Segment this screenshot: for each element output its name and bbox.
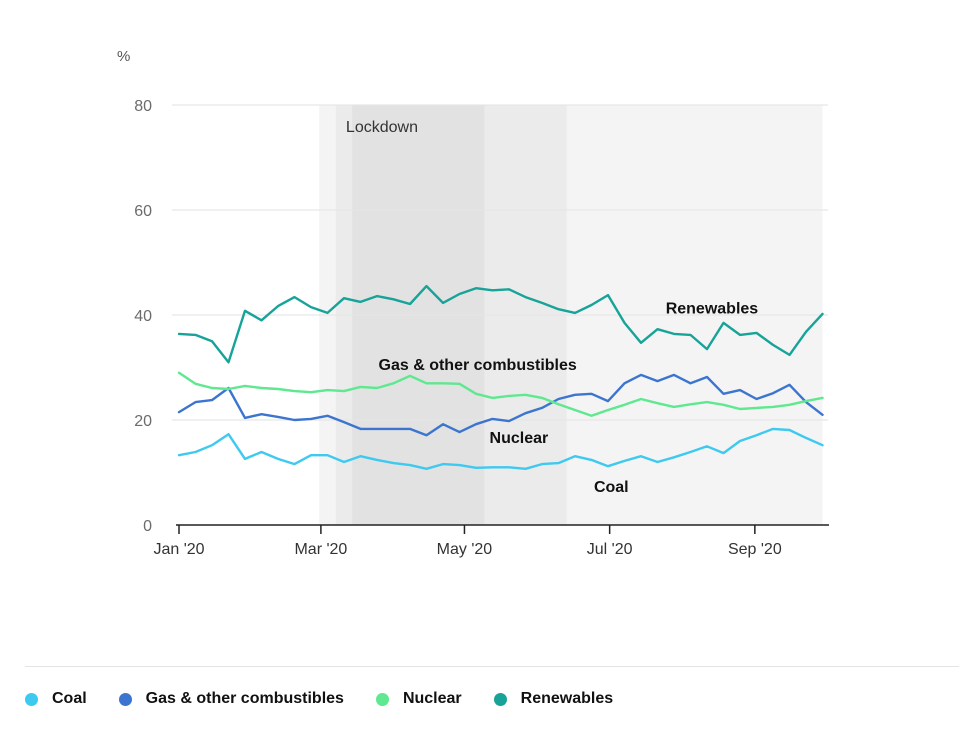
x-tick-label: May '20 (437, 541, 493, 558)
y-axis-ticks: 0 20 40 60 80 (134, 98, 152, 535)
y-tick-label: 80 (134, 98, 152, 115)
series-label-coal: Coal (594, 479, 629, 496)
series-label-renewables: Renewables (666, 301, 759, 318)
series-label-nuclear: Nuclear (490, 430, 549, 447)
y-axis-unit-label: % (117, 48, 130, 65)
legend-label: Gas & other combustibles (145, 690, 344, 707)
series-lines (177, 284, 824, 470)
legend: Coal Gas & other combustibles Nuclear Re… (25, 690, 645, 708)
line-chart: % 0 20 40 60 80 Lockdown Jan '20 Mar '20 May '… (117, 48, 829, 558)
legend-dot-icon (375, 692, 389, 706)
series-labels: Coal Gas & other combustibles Nuclear Renew… (379, 301, 759, 497)
series-line-renewables (177, 284, 824, 364)
x-tick-label: Mar '20 (294, 541, 347, 558)
legend-dot-icon (493, 692, 507, 706)
y-tick-label: 0 (143, 518, 152, 535)
legend-dot-icon (25, 692, 38, 706)
lockdown-label: Lockdown (346, 119, 418, 136)
legend-item-nuclear[interactable]: Nuclear (375, 690, 462, 708)
legend-item-coal[interactable]: Coal (25, 690, 87, 708)
legend-label: Renewables (520, 690, 614, 707)
legend-label: Nuclear (402, 690, 462, 707)
y-tick-label: 60 (134, 203, 152, 220)
legend-label: Coal (52, 690, 87, 707)
y-tick-label: 40 (134, 308, 152, 325)
legend-item-gas[interactable]: Gas & other combustibles (118, 690, 344, 708)
x-tick-label: Jul '20 (587, 541, 633, 558)
series-line-gas-other-combustibles (177, 373, 824, 437)
legend-dot-icon (118, 692, 132, 706)
x-tick-label: Jan '20 (153, 541, 204, 558)
y-tick-label: 20 (134, 413, 152, 430)
x-tick-label: Sep '20 (728, 541, 782, 558)
gridlines (172, 104, 828, 421)
legend-divider (25, 666, 959, 667)
series-label-gas-other-combustibles: Gas & other combustibles (379, 357, 577, 374)
series-line-coal (177, 427, 824, 470)
series-line-nuclear (177, 371, 824, 417)
x-axis: Jan '20 Mar '20 May '20 Jul '20 Sep '20 (153, 524, 829, 558)
legend-item-renewables[interactable]: Renewables (493, 690, 614, 708)
